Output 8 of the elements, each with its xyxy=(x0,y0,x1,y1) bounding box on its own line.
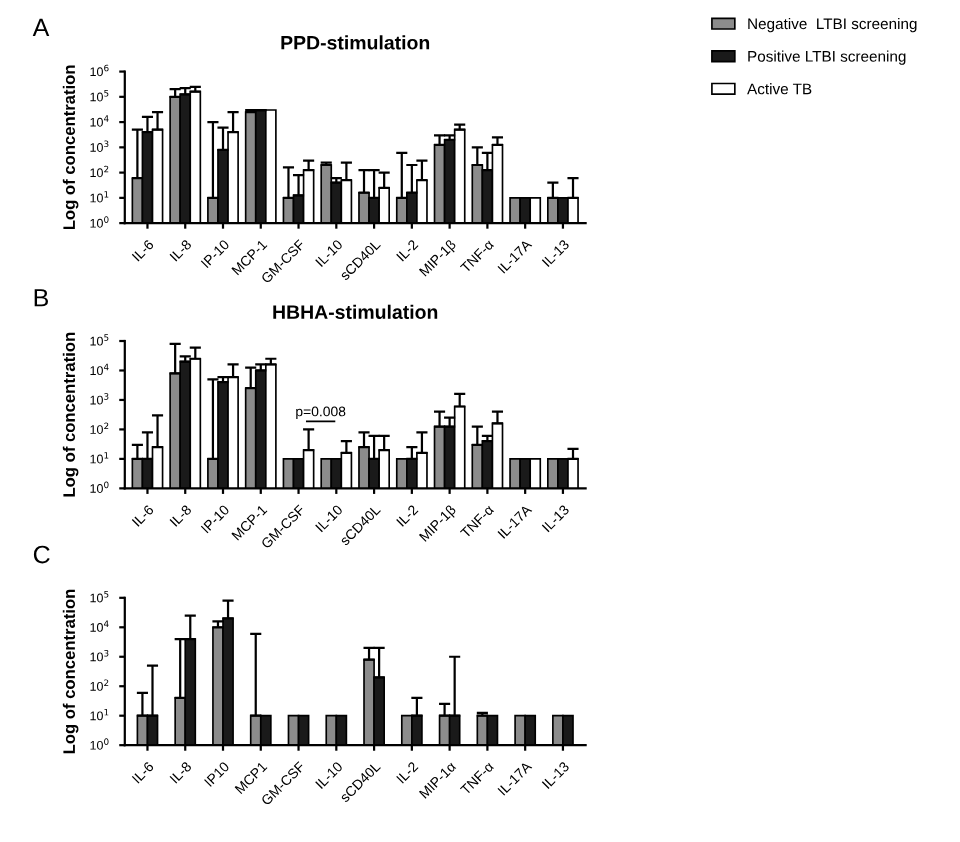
chart-title: PPD-stimulation xyxy=(281,35,430,50)
text: C xyxy=(33,545,50,564)
chart-title: HBHA-stimulation xyxy=(273,304,438,319)
text: A xyxy=(32,18,50,37)
y-axis-title: Log of concentration xyxy=(62,65,79,230)
y-axis-title: Log of concentration xyxy=(62,589,79,754)
y-axis-title: Log of concentration xyxy=(62,332,79,497)
text: B xyxy=(34,289,48,307)
